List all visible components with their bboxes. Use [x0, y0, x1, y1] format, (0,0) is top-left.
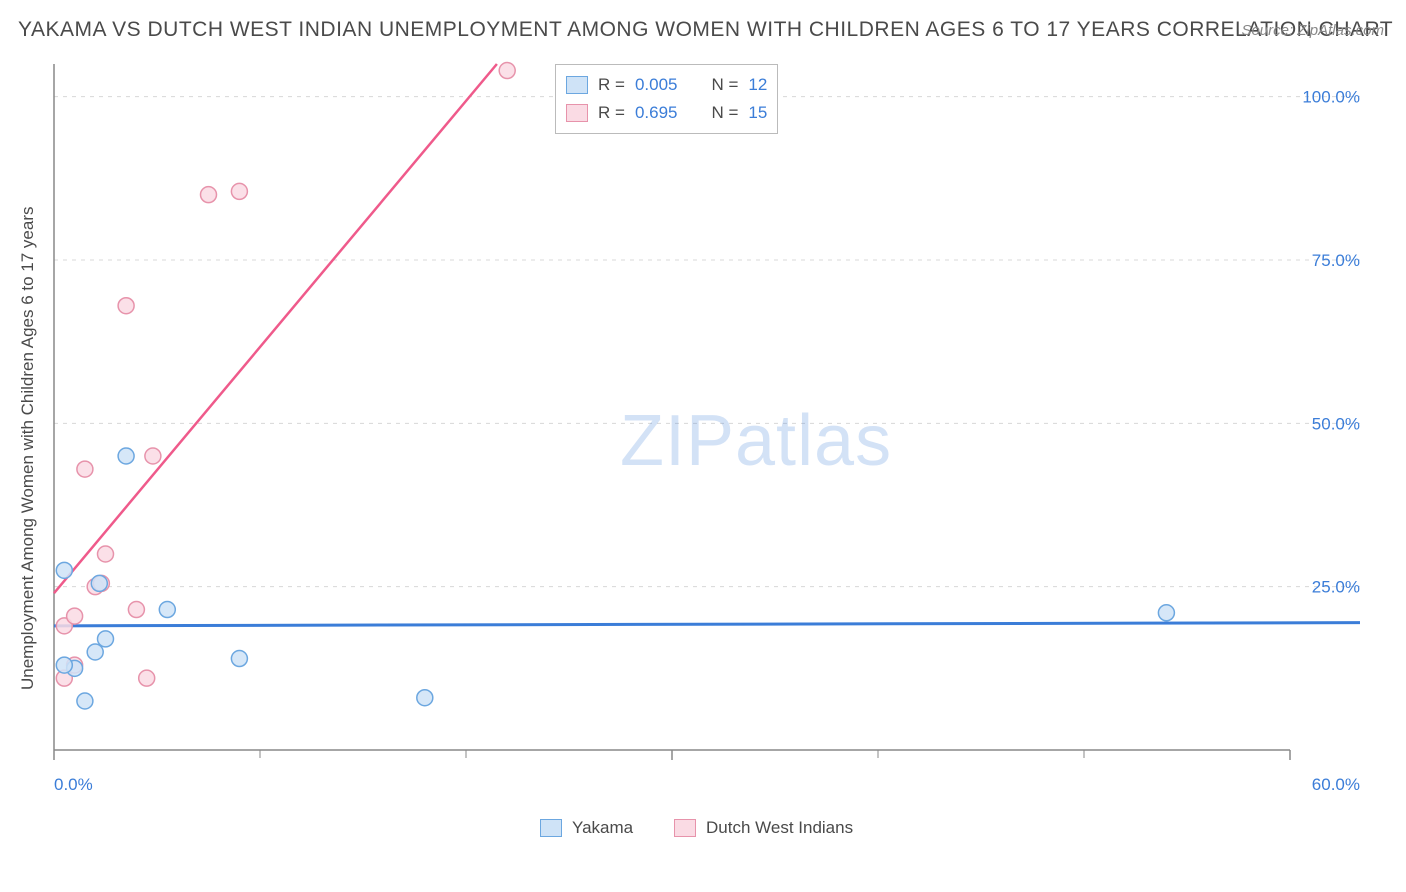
r-label: R = — [598, 71, 625, 99]
legend-swatch — [674, 819, 696, 837]
legend-swatch — [540, 819, 562, 837]
svg-text:100.0%: 100.0% — [1302, 88, 1360, 107]
r-label: R = — [598, 99, 625, 127]
source-credit: Source: ZipAtlas.com — [1241, 22, 1384, 39]
legend-label: Yakama — [572, 818, 633, 838]
scatter-plot: 25.0% 50.0% 75.0% 100.0% 0.0% 60.0% — [50, 60, 1370, 800]
n-value: 15 — [748, 99, 767, 127]
n-value: 12 — [748, 71, 767, 99]
r-value: 0.695 — [635, 99, 678, 127]
svg-text:50.0%: 50.0% — [1312, 414, 1360, 433]
series-swatch — [566, 104, 588, 122]
svg-text:60.0%: 60.0% — [1312, 775, 1360, 794]
legend-label: Dutch West Indians — [706, 818, 853, 838]
y-axis-label: Unemployment Among Women with Children A… — [18, 207, 38, 691]
legend-item: Dutch West Indians — [674, 818, 853, 838]
stats-row: R = 0.695 N = 15 — [566, 99, 767, 127]
r-value: 0.005 — [635, 71, 678, 99]
svg-text:75.0%: 75.0% — [1312, 251, 1360, 270]
svg-text:25.0%: 25.0% — [1312, 578, 1360, 597]
n-label: N = — [711, 99, 738, 127]
series-swatch — [566, 76, 588, 94]
stats-legend-box: R = 0.005 N = 12 R = 0.695 N = 15 — [555, 64, 778, 134]
stats-row: R = 0.005 N = 12 — [566, 71, 767, 99]
legend-item: Yakama — [540, 818, 633, 838]
chart-title: YAKAMA VS DUTCH WEST INDIAN UNEMPLOYMENT… — [18, 18, 1393, 42]
n-label: N = — [711, 71, 738, 99]
svg-text:0.0%: 0.0% — [54, 775, 93, 794]
